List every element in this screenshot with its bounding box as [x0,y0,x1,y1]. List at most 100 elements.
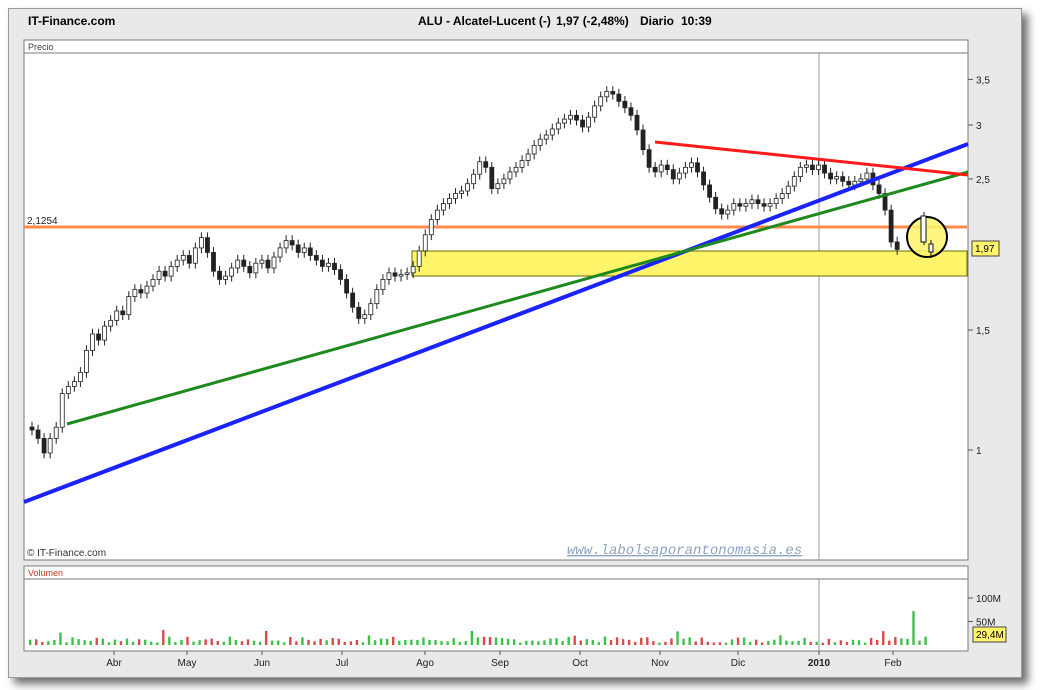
volume-bar [500,638,504,645]
candle-body [313,255,319,261]
volume-bar [555,638,558,645]
candle-body [434,209,440,220]
level-label: 2,1254 [27,216,58,227]
candle-body [525,153,531,161]
volume-bar [289,636,292,645]
candle-body [459,190,464,194]
copyright-watermark: © IT-Finance.com [27,548,106,559]
y-tick-label: 1 [976,446,982,457]
volume-bar [585,639,588,645]
candle-body [186,255,192,264]
candle-body [604,91,610,98]
candle-body [689,162,694,168]
secondary-uptrend-line [66,170,969,426]
volume-bar [906,638,909,645]
candle-body [779,193,785,199]
volume-bar [761,642,764,645]
candle-body [791,176,797,187]
candle-body [108,319,114,327]
candle-body [773,198,779,205]
candle-body [368,303,374,316]
candle-body [640,129,646,151]
candle-body [440,203,446,211]
candle-body [392,272,398,277]
volume-bar [640,637,643,645]
volume-tick-label: 100M [976,594,1001,605]
source-url: www.labolsaporantonomasia.es [567,543,802,559]
long-term-uptrend-line [23,142,969,504]
volume-bar [198,640,201,645]
volume-bar [857,640,861,645]
volume-bar [422,637,425,645]
volume-bar [470,630,474,645]
candle-body [695,162,700,173]
volume-bar [119,641,123,645]
volume-bar [519,642,522,645]
volume-bar [670,638,673,645]
candle-body [35,429,41,439]
volume-panel-header [23,565,969,580]
volume-bar [531,640,534,645]
candle-body [289,240,295,246]
candle-body [543,134,549,140]
volume-bar [174,641,177,645]
x-tick-label: Ago [416,658,434,669]
volume-bar [815,641,818,645]
x-tick-label: Feb [884,658,902,669]
candle-body [713,196,719,210]
volume-bar [579,640,582,645]
volume-bar [264,630,268,645]
candle-body [78,371,83,383]
candle-body [71,381,77,387]
volume-bar [597,642,601,645]
candle-body [840,176,846,182]
volume-bar [240,641,244,645]
volume-bar [307,639,310,645]
support-zone [411,250,968,277]
volume-bar [839,640,843,645]
candle-body [731,203,737,211]
candle-body [241,259,247,267]
volume-bar [549,638,552,645]
candle-body [743,203,749,207]
volume-bar [888,640,891,645]
volume-bar [851,639,855,645]
volume-bar [295,641,298,645]
volume-bar [876,639,879,645]
x-tick-label: Oct [572,658,588,669]
x-tick-label: 2010 [808,658,831,669]
candle-body [580,119,585,128]
volume-bar [700,637,703,645]
candle-body [489,166,495,189]
x-tick-label: Sep [491,658,509,669]
candle-body [295,244,301,253]
volume-bar [440,641,443,645]
volume-bar [513,639,516,645]
candle-body [610,91,616,95]
candle-body [816,164,821,171]
candle-body [223,275,229,280]
volume-bar [827,638,830,645]
candle-body [562,118,567,124]
candle-body [864,172,870,180]
candle-body [676,172,682,180]
volume-bar [900,638,903,645]
volume-bar [283,642,286,645]
volume-bar [35,639,38,645]
candle-body [96,333,101,341]
volume-bar [603,636,607,645]
volume-bar [688,637,691,645]
volume-bar [216,641,219,645]
candle-body [168,266,174,277]
candle-body [574,114,579,121]
candle-body [84,350,89,373]
x-tick-label: Abr [106,658,122,669]
candle-body [670,169,676,180]
volume-bar [246,639,250,645]
last-volume-marker [972,626,1007,643]
volume-bar [621,639,625,645]
last-volume-label: 29,4M [976,630,1004,641]
volume-bar [65,642,68,645]
candle-body [828,172,833,180]
volume-bar [918,640,921,645]
